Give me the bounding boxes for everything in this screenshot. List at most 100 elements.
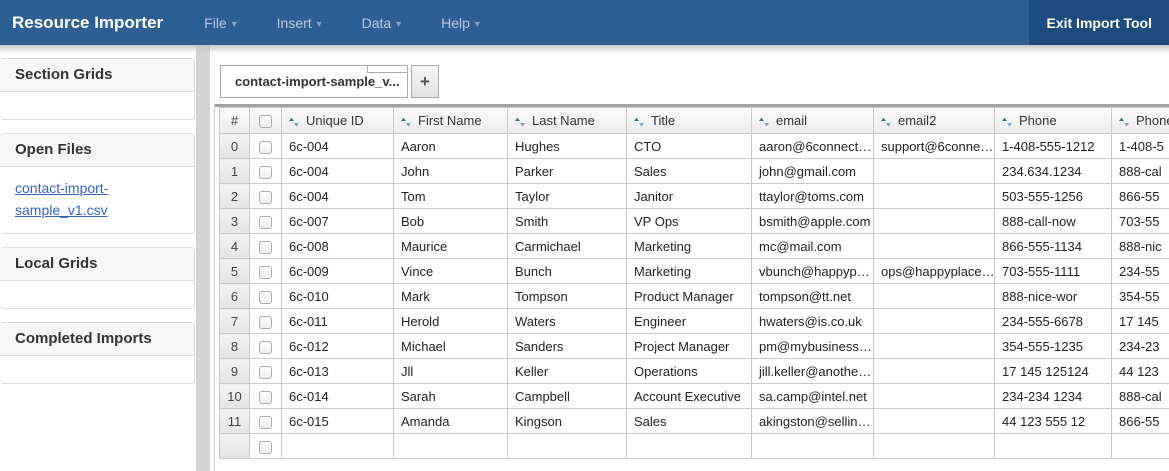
row-checkbox[interactable] xyxy=(259,390,272,404)
grid-cell-phone2[interactable]: 888-nic xyxy=(1111,233,1169,259)
grid-cell-email2[interactable]: ops@happyplace… xyxy=(873,258,995,284)
column-header[interactable]: Phone xyxy=(994,107,1112,134)
grid-cell-email2[interactable]: support@6conne… xyxy=(873,133,995,159)
grid-cell-last-name[interactable]: Campbell xyxy=(507,383,627,409)
checkbox-cell[interactable] xyxy=(249,133,282,159)
grid-cell-unique-id[interactable] xyxy=(281,433,394,459)
grid-cell-unique-id[interactable]: 6c-014 xyxy=(281,383,394,409)
grid-cell-phone2[interactable]: 354-55 xyxy=(1111,283,1169,309)
grid-cell-email2[interactable] xyxy=(873,408,995,434)
new-tab-button[interactable]: + xyxy=(411,65,439,98)
column-header[interactable]: Title xyxy=(626,107,752,134)
grid-cell-last-name[interactable]: Smith xyxy=(507,208,627,234)
row-checkbox[interactable] xyxy=(259,340,272,354)
grid-cell-last-name[interactable]: Keller xyxy=(507,358,627,384)
grid-cell-unique-id[interactable]: 6c-013 xyxy=(281,358,394,384)
checkbox-cell[interactable] xyxy=(249,183,282,209)
row-number[interactable]: 3 xyxy=(219,208,250,234)
row-checkbox[interactable] xyxy=(259,215,272,229)
grid-cell-email[interactable]: jill.keller@anothe… xyxy=(751,358,874,384)
grid-cell-phone2[interactable]: 866-55 xyxy=(1111,183,1169,209)
sort-icon[interactable] xyxy=(1002,115,1013,126)
grid-cell-title[interactable]: Account Executive xyxy=(626,383,752,409)
row-number[interactable]: 2 xyxy=(219,183,250,209)
column-header[interactable]: First Name xyxy=(393,107,508,134)
grid-cell-email[interactable]: john@gmail.com xyxy=(751,158,874,184)
row-checkbox[interactable] xyxy=(259,365,272,379)
active-grid-tab[interactable]: contact-import-sample_v... menu xyxy=(220,65,408,98)
row-checkbox[interactable] xyxy=(259,440,272,454)
row-checkbox[interactable] xyxy=(259,265,272,279)
grid-cell-title[interactable]: Janitor xyxy=(626,183,752,209)
grid-cell-first-name[interactable]: Maurice xyxy=(393,233,508,259)
row-number[interactable]: 6 xyxy=(219,283,250,309)
grid-cell-title[interactable]: Product Manager xyxy=(626,283,752,309)
grid-cell-phone[interactable]: 17 145 125124 xyxy=(994,358,1112,384)
grid-cell-first-name[interactable]: Mark xyxy=(393,283,508,309)
grid-cell-email[interactable]: tompson@tt.net xyxy=(751,283,874,309)
row-number[interactable]: 7 xyxy=(219,308,250,334)
grid-cell-unique-id[interactable]: 6c-008 xyxy=(281,233,394,259)
checkbox-cell[interactable] xyxy=(249,358,282,384)
row-number[interactable]: 10 xyxy=(219,383,250,409)
grid-cell-title[interactable]: Marketing xyxy=(626,258,752,284)
grid-cell-first-name[interactable]: Tom xyxy=(393,183,508,209)
row-checkbox[interactable] xyxy=(259,190,272,204)
sort-icon[interactable] xyxy=(1119,115,1130,126)
grid-cell-title[interactable]: Engineer xyxy=(626,308,752,334)
row-checkbox[interactable] xyxy=(259,165,272,179)
grid-cell-phone2[interactable]: 234-23 xyxy=(1111,333,1169,359)
column-header[interactable]: email xyxy=(751,107,874,134)
grid-cell-unique-id[interactable]: 6c-004 xyxy=(281,133,394,159)
row-number[interactable]: 1 xyxy=(219,158,250,184)
grid-cell-last-name[interactable]: Bunch xyxy=(507,258,627,284)
row-checkbox[interactable] xyxy=(259,415,272,429)
grid-cell-email[interactable] xyxy=(751,433,874,459)
grid-cell-phone[interactable] xyxy=(994,433,1112,459)
grid-cell-unique-id[interactable]: 6c-009 xyxy=(281,258,394,284)
row-checkbox[interactable] xyxy=(259,240,272,254)
grid-cell-email2[interactable] xyxy=(873,208,995,234)
grid-cell-last-name[interactable]: Taylor xyxy=(507,183,627,209)
grid-cell-phone2[interactable]: 44 123 xyxy=(1111,358,1169,384)
exit-import-tool-button[interactable]: Exit Import Tool xyxy=(1029,0,1169,45)
checkbox-cell[interactable] xyxy=(249,233,282,259)
grid-cell-email2[interactable] xyxy=(873,333,995,359)
grid-cell-first-name[interactable]: Jll xyxy=(393,358,508,384)
row-number[interactable]: 8 xyxy=(219,333,250,359)
row-checkbox[interactable] xyxy=(259,140,272,154)
row-number[interactable]: 9 xyxy=(219,358,250,384)
grid-cell-last-name[interactable] xyxy=(507,433,627,459)
row-number[interactable] xyxy=(219,433,250,459)
open-file-link[interactable]: contact-import-sample_v1.csv xyxy=(15,180,109,219)
grid-cell-unique-id[interactable]: 6c-004 xyxy=(281,158,394,184)
checkbox-cell[interactable] xyxy=(249,308,282,334)
grid-cell-first-name[interactable]: Herold xyxy=(393,308,508,334)
grid-cell-email2[interactable] xyxy=(873,433,995,459)
select-all-checkbox[interactable] xyxy=(259,115,272,129)
grid-cell-last-name[interactable]: Hughes xyxy=(507,133,627,159)
nav-menu-data[interactable]: Data ▼ xyxy=(361,14,404,31)
grid-cell-title[interactable]: CTO xyxy=(626,133,752,159)
grid-cell-first-name[interactable]: Bob xyxy=(393,208,508,234)
grid-cell-phone[interactable]: 703-555-1111 xyxy=(994,258,1112,284)
row-number[interactable]: 0 xyxy=(219,133,250,159)
grid-cell-title[interactable]: Marketing xyxy=(626,233,752,259)
grid-cell-email[interactable]: ttaylor@toms.com xyxy=(751,183,874,209)
row-number[interactable]: 5 xyxy=(219,258,250,284)
checkbox-cell[interactable] xyxy=(249,158,282,184)
column-header[interactable]: Last Name xyxy=(507,107,627,134)
grid-cell-first-name[interactable]: Aaron xyxy=(393,133,508,159)
grid-cell-unique-id[interactable]: 6c-015 xyxy=(281,408,394,434)
grid-cell-email[interactable]: aaron@6connect… xyxy=(751,133,874,159)
grid-cell-phone2[interactable]: 866-55 xyxy=(1111,408,1169,434)
grid-cell-title[interactable]: Sales xyxy=(626,408,752,434)
grid-cell-title[interactable]: VP Ops xyxy=(626,208,752,234)
grid-cell-phone[interactable]: 888-nice-wor xyxy=(994,283,1112,309)
grid-cell-phone2[interactable] xyxy=(1111,433,1169,459)
grid-cell-phone[interactable]: 44 123 555 12 xyxy=(994,408,1112,434)
grid-cell-phone2[interactable]: 888-cal xyxy=(1111,158,1169,184)
grid-cell-phone[interactable]: 234-234 1234 xyxy=(994,383,1112,409)
grid-cell-email[interactable]: vbunch@happyp… xyxy=(751,258,874,284)
grid-cell-last-name[interactable]: Kingson xyxy=(507,408,627,434)
